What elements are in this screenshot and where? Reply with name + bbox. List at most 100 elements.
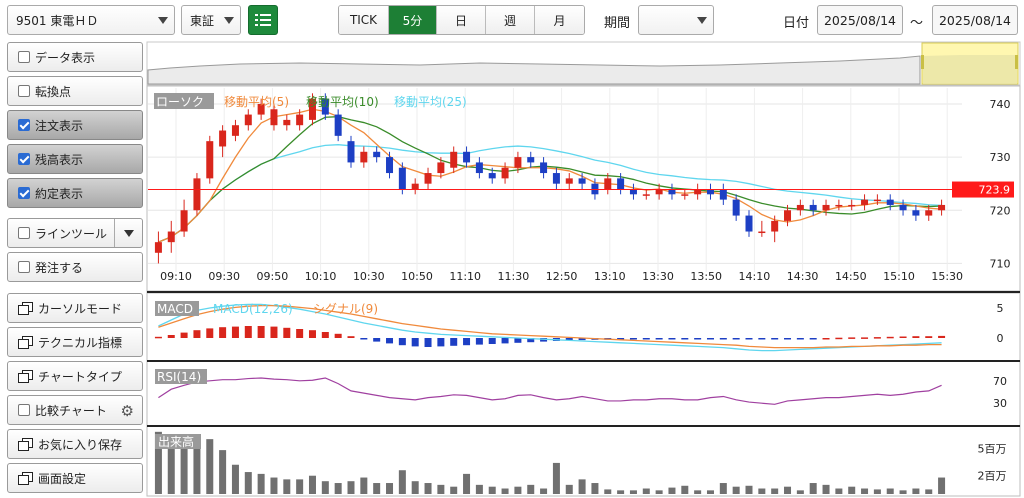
candle (437, 162, 445, 174)
candle (527, 157, 535, 163)
order-display-toggle[interactable]: 注文表示 (7, 110, 143, 140)
sidebar-item-label: 発注する (35, 260, 84, 275)
navigator-handle-left[interactable] (921, 55, 924, 69)
candle (796, 204, 804, 211)
market-select[interactable]: 東証 (181, 5, 241, 35)
date-to-input[interactable]: 2025/08/14 (932, 5, 1018, 35)
volume-bar (411, 481, 419, 494)
x-tick-label: 10:50 (401, 270, 433, 283)
window-icon (18, 302, 33, 315)
candle (822, 204, 830, 211)
candle (231, 125, 239, 136)
volume-bar (360, 477, 368, 494)
macd-histogram-bar (642, 338, 650, 340)
macd-histogram-bar (308, 330, 316, 338)
macd-histogram-bar (231, 326, 239, 338)
volume-bar (514, 486, 522, 494)
checkbox[interactable] (18, 85, 30, 97)
candle (873, 199, 881, 202)
volume-bar (617, 490, 625, 494)
checkbox[interactable] (18, 404, 30, 416)
volume-bar (450, 486, 458, 494)
candle (514, 157, 522, 168)
volume-bar (719, 483, 727, 494)
tab-5min[interactable]: 5分 (389, 6, 437, 34)
navigator[interactable] (146, 41, 1021, 86)
x-tick-label: 10:10 (305, 270, 337, 283)
tab-day[interactable]: 日 (437, 6, 486, 34)
candle (347, 141, 355, 163)
checkbox-checked[interactable] (18, 187, 30, 199)
volume-bar (732, 486, 740, 494)
gear-icon[interactable]: ⚙ (120, 402, 134, 420)
place-order-toggle[interactable]: 発注する (7, 252, 143, 282)
chart-type-button[interactable]: チャートタイプ (7, 361, 143, 391)
x-tick-label: 14:30 (787, 270, 819, 283)
x-tick-label: 15:30 (931, 270, 963, 283)
sidebar-item-label: 転換点 (35, 84, 72, 99)
navigator-handle-right[interactable] (1015, 55, 1018, 69)
x-tick-label: 09:10 (160, 270, 192, 283)
technical-indicator-button[interactable]: テクニカル指標 (7, 327, 143, 357)
candle (257, 103, 265, 115)
volume-bar (167, 444, 175, 494)
line-tool-toggle[interactable]: ラインツール (7, 218, 143, 248)
sidebar-item-label: お気に入り保存 (38, 437, 123, 452)
toolbar: 9501 東電ＨＤ 東証 TICK 5分 日 週 月 期間 日付 2025/08… (0, 0, 1024, 40)
list-icon (255, 14, 271, 26)
date-from-input[interactable]: 2025/08/14 (817, 5, 903, 35)
screen-settings-button[interactable]: 画面設定 (7, 463, 143, 493)
window-icon (18, 472, 33, 485)
candle (450, 151, 458, 168)
macd-histogram-bar (784, 338, 792, 340)
macd-histogram-bar (347, 336, 355, 338)
checkbox-checked[interactable] (18, 119, 30, 131)
candle (244, 114, 252, 126)
candle (617, 178, 625, 189)
volume-bar (193, 437, 201, 494)
data-display-toggle[interactable]: データ表示 (7, 42, 143, 72)
symbol-select[interactable]: 9501 東電ＨＤ (7, 5, 175, 35)
volume-bar (219, 450, 227, 494)
tab-month[interactable]: 月 (535, 6, 584, 34)
period-label: 期間 (604, 16, 631, 31)
line-tool-dropdown[interactable] (114, 219, 142, 247)
list-view-button[interactable] (248, 5, 278, 35)
sidebar-item-label: 比較チャート (35, 403, 107, 418)
tab-tick[interactable]: TICK (339, 6, 389, 34)
volume-bar (488, 486, 496, 494)
turning-point-toggle[interactable]: 転換点 (7, 76, 143, 106)
candle (784, 210, 792, 221)
balance-display-toggle[interactable]: 残高表示 (7, 144, 143, 174)
checkbox-checked[interactable] (18, 153, 30, 165)
volume-bar (668, 487, 676, 494)
candle (591, 183, 599, 195)
volume-bar (321, 481, 329, 494)
x-tick-label: 11:30 (498, 270, 530, 283)
candle (655, 189, 663, 195)
legend-label: RSI(14) (157, 370, 201, 384)
macd-histogram-bar (488, 338, 496, 344)
candle (424, 173, 432, 184)
y-tick-label: 710 (990, 257, 1011, 270)
checkbox[interactable] (18, 51, 30, 63)
candle (578, 178, 586, 184)
current-price-label: 723.9 (979, 184, 1011, 197)
period-select[interactable] (638, 5, 714, 35)
checkbox[interactable] (18, 261, 30, 273)
macd-histogram-bar (296, 329, 304, 338)
candle (206, 141, 214, 179)
tab-week[interactable]: 週 (486, 6, 535, 34)
candle (861, 199, 869, 205)
candle (938, 204, 946, 211)
candle (475, 162, 483, 174)
candle (848, 204, 856, 207)
save-favorite-button[interactable]: お気に入り保存 (7, 429, 143, 459)
compare-chart-toggle[interactable]: 比較チャート ⚙ (7, 395, 143, 425)
execution-display-toggle[interactable]: 約定表示 (7, 178, 143, 208)
candle (604, 178, 612, 189)
candle (565, 178, 573, 184)
checkbox[interactable] (18, 227, 30, 239)
cursor-mode-button[interactable]: カーソルモード (7, 293, 143, 323)
